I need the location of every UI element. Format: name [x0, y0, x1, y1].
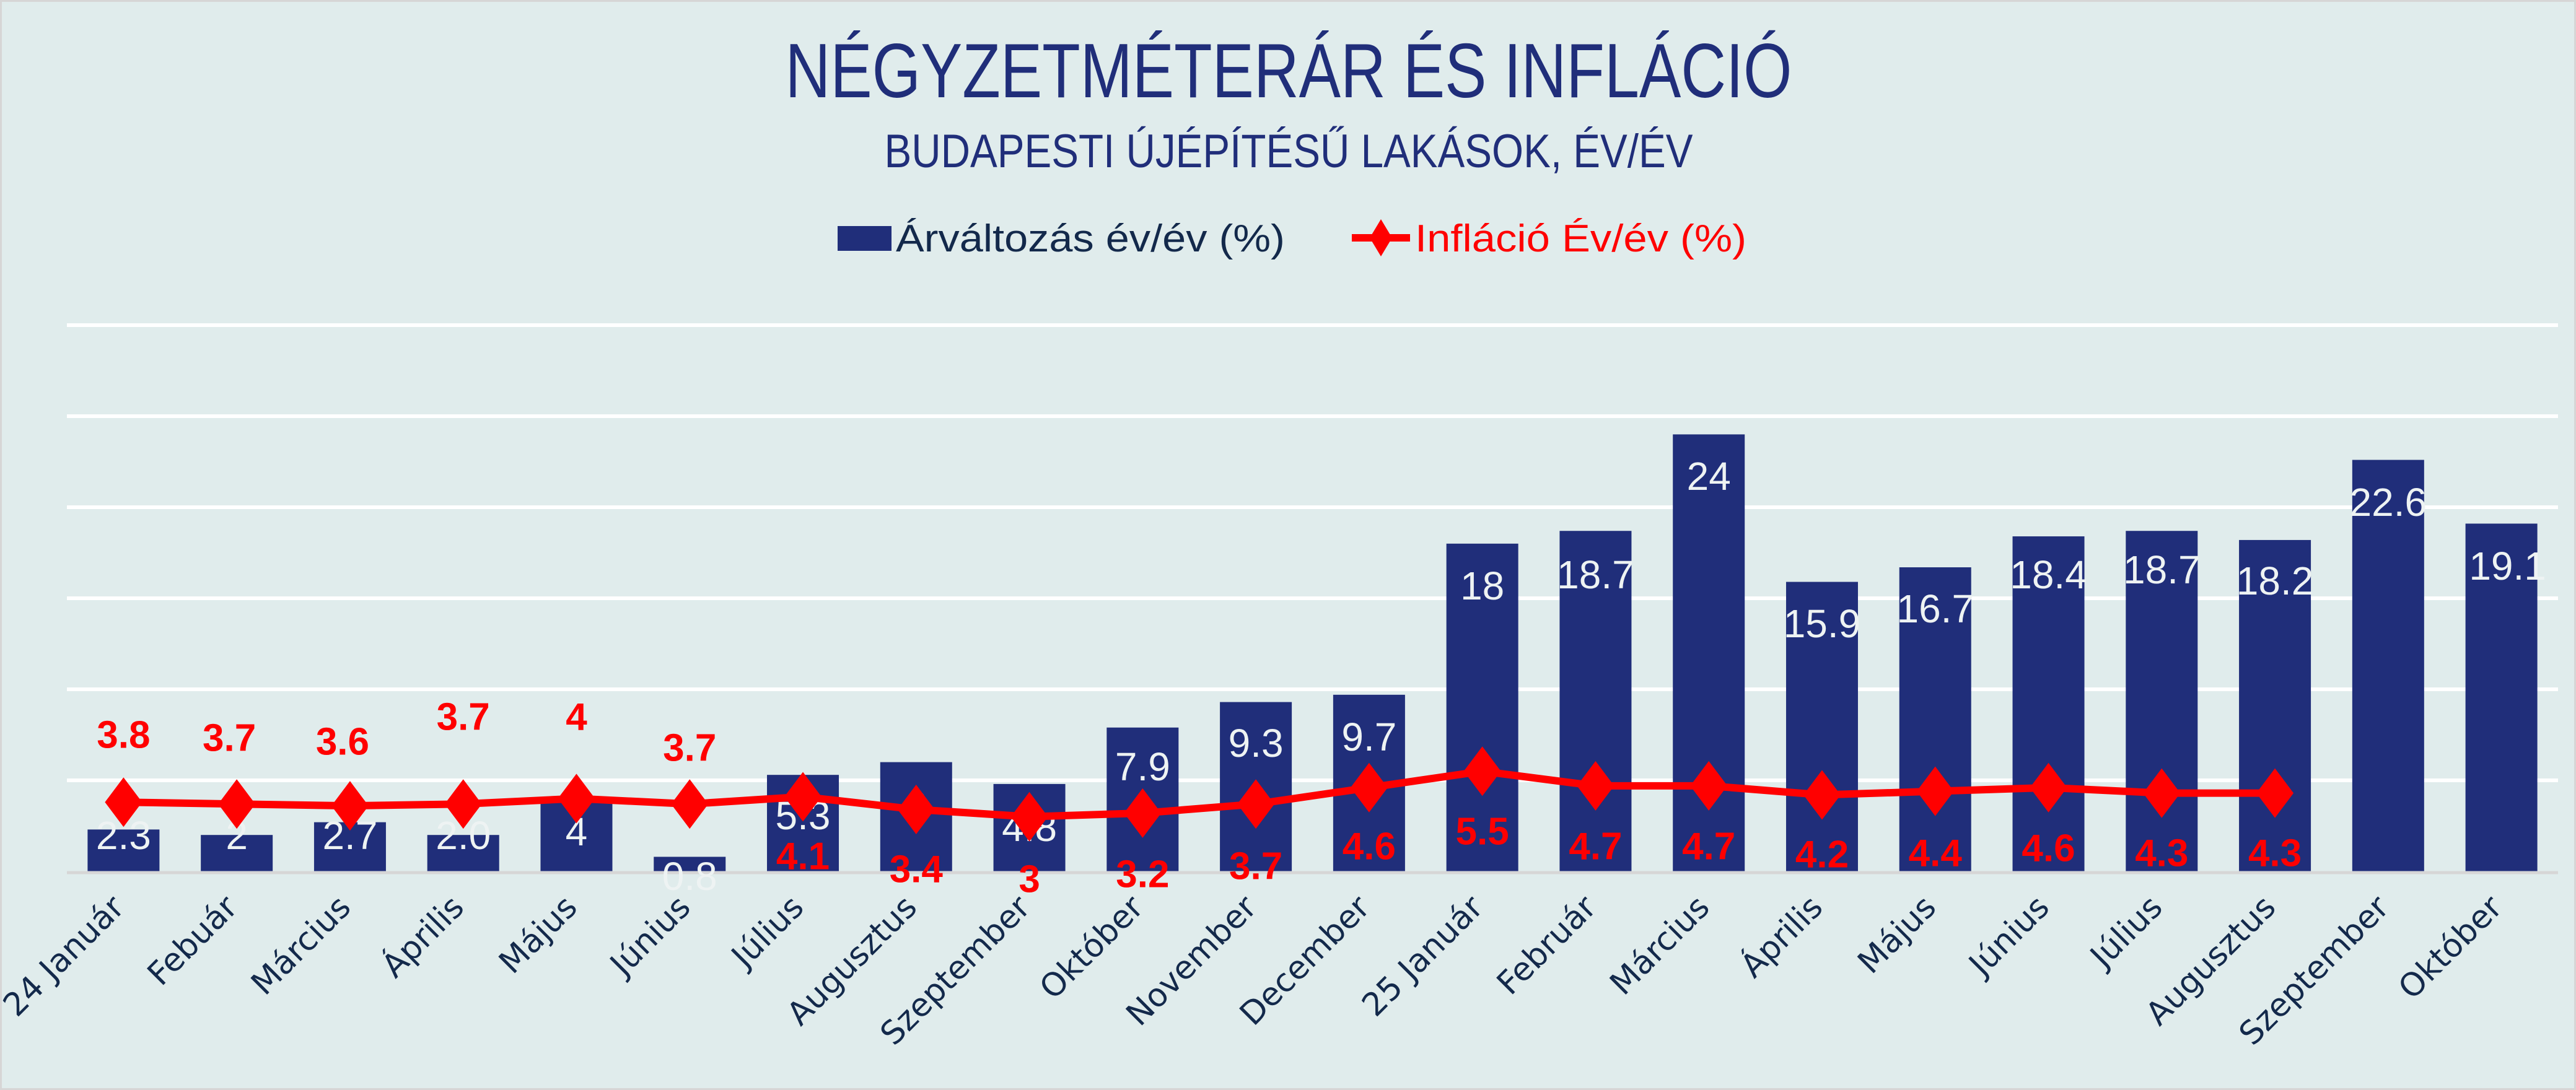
- inflation-data-label: 4.3: [2248, 832, 2302, 875]
- chart-title: NÉGYZETMÉTERÁR ÉS INFLÁCIÓ: [786, 28, 1792, 114]
- bar-data-labels: 2.322.72.040.85.364.87.99.39.71818.72415…: [96, 454, 2546, 899]
- x-axis-label: 25 Január: [1355, 888, 1491, 1024]
- bar-data-label: 19.1: [2469, 544, 2546, 588]
- legend-item-price-change[interactable]: Árváltozás év/év (%): [838, 217, 1285, 260]
- inflation-data-label: 3.2: [1116, 853, 1169, 896]
- legend-item-inflation[interactable]: Infláció Év/év (%): [1352, 217, 1746, 260]
- x-axis-label: Március: [244, 889, 358, 1003]
- inflation-data-label: 4.7: [1682, 826, 1735, 868]
- bar-data-label: 15.9: [1784, 601, 1861, 646]
- bar[interactable]: [201, 835, 273, 871]
- inflation-data-label: 4.2: [1795, 834, 1849, 876]
- inflation-marker[interactable]: [1350, 762, 1388, 813]
- chart-subtitle: BUDAPESTI ÚJÉPÍTÉSŰ LAKÁSOK, ÉV/ÉV: [885, 125, 1693, 178]
- x-axis-label: Április: [1733, 888, 1831, 985]
- bar[interactable]: [654, 857, 726, 871]
- inflation-data-label: 4.6: [1343, 826, 1396, 868]
- inflation-marker[interactable]: [1803, 770, 1841, 820]
- x-axis-label: Június: [1961, 889, 2057, 985]
- bar[interactable]: [2012, 536, 2085, 871]
- inflation-marker[interactable]: [558, 774, 595, 824]
- legend-label-price-change: Árváltozás év/év (%): [896, 217, 1285, 260]
- inflation-data-label: 4: [566, 696, 587, 739]
- bar-data-label: 24: [1687, 454, 1731, 499]
- bar-data-label: 18.4: [2010, 552, 2087, 597]
- bar[interactable]: [87, 829, 160, 871]
- inflation-marker[interactable]: [1577, 761, 1614, 811]
- bar-data-label: 0.8: [662, 854, 717, 899]
- bar[interactable]: [1785, 582, 1858, 871]
- inflation-marker[interactable]: [218, 779, 256, 829]
- inflation-data-label: 4.6: [2022, 827, 2075, 870]
- inflation-data-label: 3.8: [97, 714, 150, 757]
- bar[interactable]: [1899, 567, 1971, 871]
- inflation-marker[interactable]: [1916, 766, 1954, 816]
- inflation-marker[interactable]: [671, 779, 709, 829]
- inflation-marker[interactable]: [1690, 761, 1728, 811]
- bar-data-label: 18.7: [2123, 547, 2201, 592]
- bar-data-label: 18.2: [2236, 559, 2314, 603]
- inflation-marker[interactable]: [2030, 762, 2067, 813]
- inflation-data-label: 4.7: [1569, 826, 1622, 868]
- bar-data-label: 18.7: [1557, 552, 1634, 597]
- inflation-data-label: 3.7: [1229, 845, 1282, 888]
- inflation-marker[interactable]: [2143, 768, 2181, 818]
- gridlines: [67, 323, 2558, 782]
- x-axis-label: Július: [724, 889, 812, 977]
- inflation-marker[interactable]: [331, 781, 369, 831]
- inflation-marker[interactable]: [897, 785, 935, 835]
- inflation-data-labels: 3.8 3.7 3.6 3.7 4 3.7 4.1 3.4 3 3.2 3.7 4.6 5.5 4.7 4.…: [97, 696, 2302, 901]
- inflation-marker[interactable]: [444, 779, 482, 829]
- inflation-series: [105, 746, 2294, 842]
- legend-diamond-icon: [1370, 219, 1392, 256]
- x-axis-label: Február: [1490, 888, 1604, 1002]
- inflation-data-label: 3.7: [203, 717, 256, 760]
- inflation-marker[interactable]: [105, 777, 142, 827]
- x-axis-label: Május: [492, 889, 584, 981]
- inflation-data-label: 3.4: [890, 848, 944, 891]
- bar-data-label: 18: [1460, 564, 1504, 608]
- x-axis-label: Június: [602, 889, 698, 985]
- inflation-data-label: 4.3: [2135, 832, 2188, 875]
- inflation-data-label: 4.1: [776, 835, 830, 878]
- bar-data-label: 22.6: [2350, 480, 2427, 525]
- bar-data-label: 16.7: [1896, 586, 1974, 631]
- inflation-marker[interactable]: [1010, 791, 1048, 842]
- x-axis-label: Október: [2391, 888, 2510, 1006]
- x-axis-label: 24 Január: [2, 888, 132, 1024]
- x-axis-label: Febuár: [141, 888, 245, 993]
- inflation-marker[interactable]: [1237, 779, 1275, 829]
- x-axis-label: Október: [1033, 888, 1151, 1006]
- bar-data-label: 7.9: [1115, 744, 1170, 789]
- x-axis-label: Április: [374, 888, 471, 985]
- inflation-data-label: 3.6: [316, 721, 369, 764]
- inflation-marker[interactable]: [1124, 788, 1162, 838]
- legend: Árváltozás év/év (%) Infláció Év/év (%): [838, 217, 1746, 260]
- legend-swatch-bar-icon: [838, 226, 892, 251]
- inflation-line: [123, 767, 2276, 821]
- x-axis-label: Július: [2082, 889, 2170, 977]
- inflation-marker[interactable]: [784, 772, 822, 822]
- x-axis-label: Május: [1851, 889, 1943, 981]
- inflation-data-label: 3.7: [437, 696, 490, 739]
- inflation-data-label: 5.5: [1456, 811, 1509, 853]
- inflation-data-label: 3.7: [663, 727, 716, 770]
- bar[interactable]: [1559, 531, 1632, 871]
- inflation-data-label: 3: [1019, 858, 1040, 901]
- bar[interactable]: [2465, 523, 2538, 871]
- legend-label-inflation: Infláció Év/év (%): [1415, 217, 1746, 260]
- inflation-marker[interactable]: [1463, 746, 1501, 796]
- bar-data-label: 9.7: [1341, 715, 1396, 759]
- bar-series: [87, 434, 2538, 871]
- inflation-data-label: 4.4: [1909, 832, 1963, 875]
- x-axis-label: Március: [1603, 889, 1717, 1003]
- inflation-marker[interactable]: [2256, 768, 2294, 818]
- bar-data-label: 9.3: [1229, 721, 1284, 765]
- bar[interactable]: [427, 835, 499, 871]
- bar[interactable]: [1446, 543, 1518, 871]
- bar[interactable]: [2352, 460, 2424, 871]
